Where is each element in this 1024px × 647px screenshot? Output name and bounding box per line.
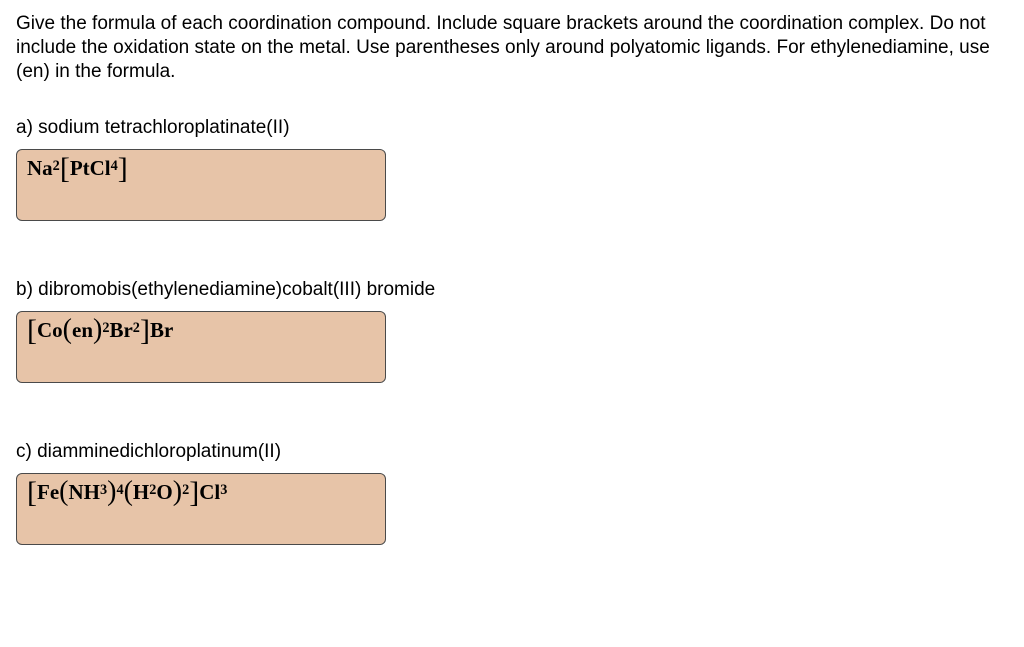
answer-box-a[interactable]: Na2[PtCl4] [16, 149, 386, 221]
question-a: a) sodium tetrachloroplatinate(II) Na2[P… [16, 117, 1008, 221]
answer-box-c[interactable]: [Fe(NH3)4(H2O)2]Cl3 [16, 473, 386, 545]
question-c-label: c) diamminedichloroplatinum(II) [16, 441, 1008, 463]
question-c: c) diamminedichloroplatinum(II) [Fe(NH3)… [16, 441, 1008, 545]
question-a-label: a) sodium tetrachloroplatinate(II) [16, 117, 1008, 139]
question-b-label: b) dibromobis(ethylenediamine)cobalt(III… [16, 279, 1008, 301]
instructions-text: Give the formula of each coordination co… [16, 12, 1008, 83]
question-b: b) dibromobis(ethylenediamine)cobalt(III… [16, 279, 1008, 383]
answer-box-b[interactable]: [Co(en)2Br2]Br [16, 311, 386, 383]
formula-a: Na2[PtCl4] [27, 156, 128, 181]
formula-c: [Fe(NH3)4(H2O)2]Cl3 [27, 480, 227, 505]
formula-b: [Co(en)2Br2]Br [27, 318, 173, 343]
